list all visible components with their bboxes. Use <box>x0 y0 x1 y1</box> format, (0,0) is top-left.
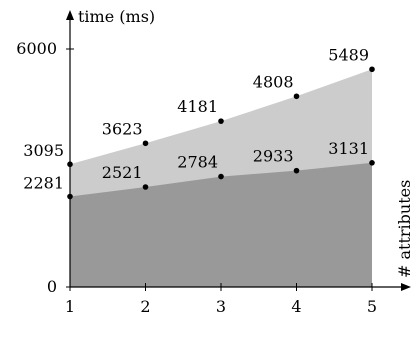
x-tick-label: 1 <box>65 297 75 316</box>
y-tick-label: 6000 <box>16 39 57 58</box>
data-label: 4808 <box>253 72 294 91</box>
data-point <box>369 66 375 73</box>
y-axis-title: time (ms) <box>78 7 155 26</box>
data-point <box>142 140 149 147</box>
data-point <box>67 193 73 200</box>
area-lower-series <box>70 162 372 287</box>
data-label: 2521 <box>102 163 143 182</box>
y-axis-arrow-icon <box>66 10 74 20</box>
x-tick-label: 4 <box>291 297 301 316</box>
data-label: 3623 <box>102 119 143 138</box>
data-label: 4181 <box>177 97 218 116</box>
data-label: 5489 <box>328 45 369 64</box>
x-tick-label: 2 <box>140 297 150 316</box>
x-tick-label: 5 <box>367 297 377 316</box>
ticks: 1 2 3 4 5 0 6000 <box>16 39 377 316</box>
data-points <box>67 66 375 200</box>
data-point <box>142 184 149 190</box>
x-axis-arrow-icon <box>401 283 411 291</box>
data-point <box>67 161 73 168</box>
data-label: 2281 <box>23 174 64 193</box>
data-point <box>369 160 375 166</box>
axes: time (ms) # attributes <box>66 7 414 291</box>
data-label: 3095 <box>23 141 64 160</box>
x-axis-title: # attributes <box>395 180 414 278</box>
x-tick-label: 3 <box>216 297 226 316</box>
data-point <box>293 93 300 100</box>
data-point <box>218 118 224 124</box>
data-label: 3131 <box>328 139 369 158</box>
data-point <box>293 167 300 174</box>
data-point <box>218 173 224 180</box>
data-labels: 2281 2521 2784 2933 3131 3095 3623 4181 4808 5489 <box>23 45 369 192</box>
data-label: 2784 <box>177 153 218 172</box>
data-label: 2933 <box>253 147 294 166</box>
y-tick-label: 0 <box>47 277 57 296</box>
